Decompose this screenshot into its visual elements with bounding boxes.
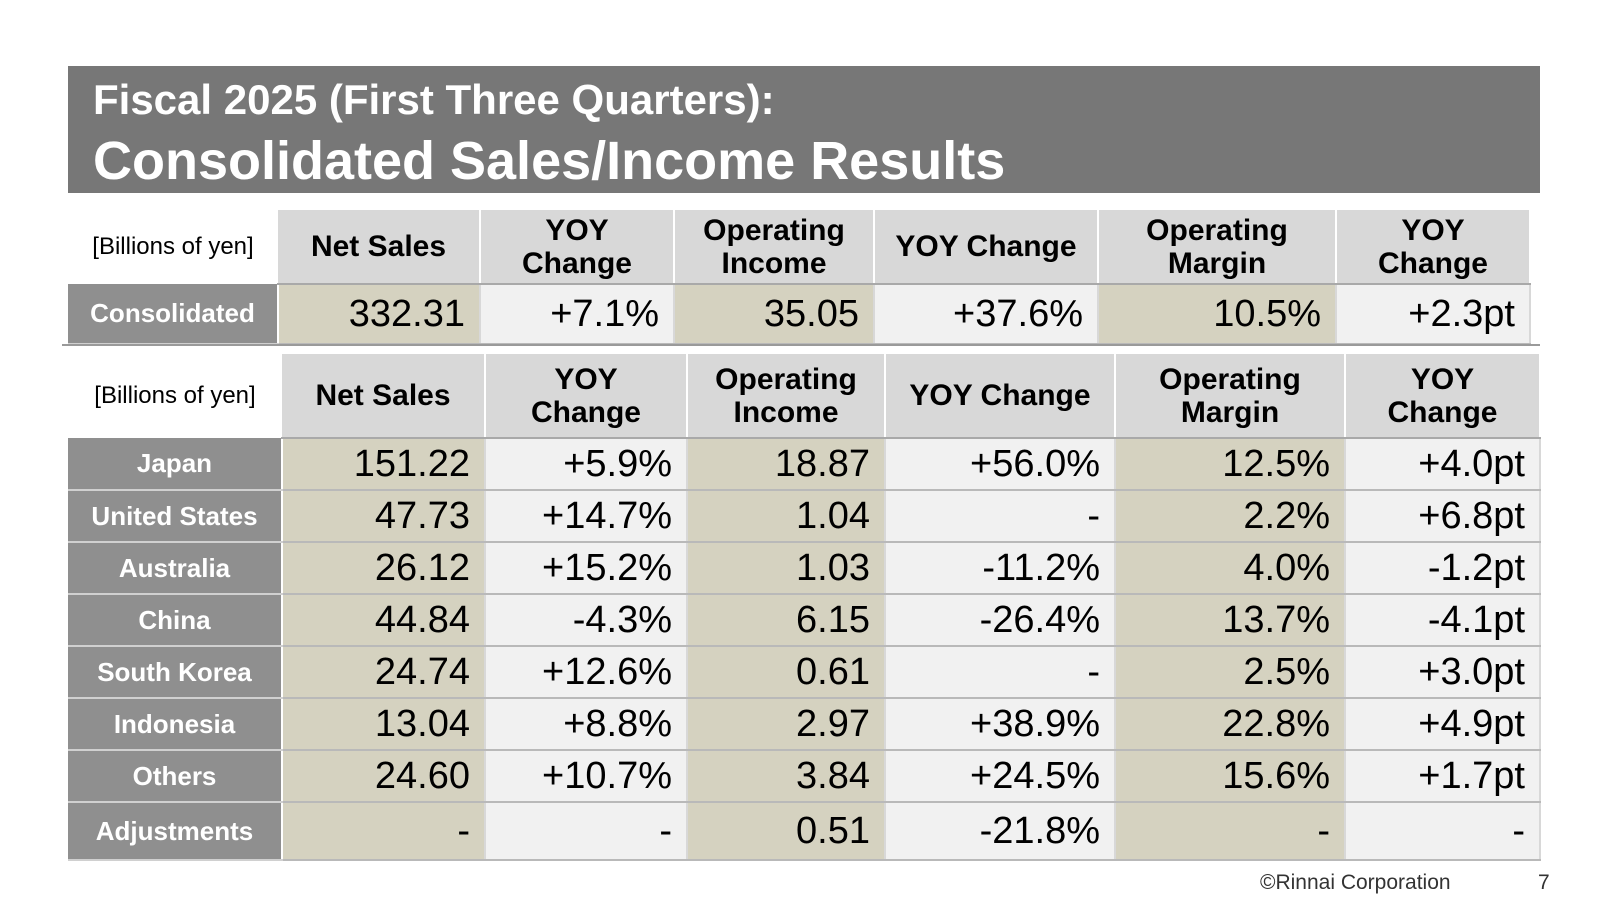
- header-net-sales: Net Sales: [278, 210, 481, 285]
- value-cell: +56.0%: [885, 438, 1116, 491]
- value-cell: 24.74: [282, 646, 486, 699]
- value-cell: 3.84: [687, 750, 886, 803]
- value-cell: 2.97: [687, 698, 886, 751]
- row-label: Consolidated: [68, 284, 279, 345]
- page-title-line2: Consolidated Sales/Income Results: [93, 131, 1006, 191]
- value-cell: +14.7%: [485, 490, 688, 543]
- value-cell: 1.04: [687, 490, 886, 543]
- value-cell: 2.5%: [1115, 646, 1346, 699]
- value-cell: 26.12: [282, 542, 486, 595]
- consolidated-table: [Billions of yen] Net Sales YOY Change O…: [68, 210, 1531, 345]
- value-cell: +8.8%: [485, 698, 688, 751]
- value-cell: 24.60: [282, 750, 486, 803]
- row-label: South Korea: [68, 646, 283, 699]
- value-cell: +15.2%: [485, 542, 688, 595]
- table-row: Consolidated 332.31 +7.1% 35.05 +37.6% 1…: [68, 284, 1531, 345]
- value-cell: +4.0pt: [1345, 438, 1541, 491]
- unit-label: [Billions of yen]: [68, 354, 282, 438]
- value-cell: 0.61: [687, 646, 886, 699]
- value-cell: 12.5%: [1115, 438, 1346, 491]
- value-cell: 151.22: [282, 438, 486, 491]
- divider: [62, 344, 1540, 346]
- value-cell: 13.7%: [1115, 594, 1346, 647]
- value-cell: -11.2%: [885, 542, 1116, 595]
- value-cell: 44.84: [282, 594, 486, 647]
- value-cell: +4.9pt: [1345, 698, 1541, 751]
- value-cell: 13.04: [282, 698, 486, 751]
- page-title-line1: Fiscal 2025 (First Three Quarters):: [93, 76, 775, 123]
- value-cell: -21.8%: [885, 802, 1116, 861]
- region-header-row: [Billions of yen] Net Sales YOY Change O…: [68, 354, 1541, 439]
- value-cell: -: [1345, 802, 1541, 861]
- value-cell: -: [282, 802, 486, 861]
- row-label: Australia: [68, 542, 283, 595]
- value-cell: 35.05: [674, 284, 875, 345]
- value-cell: 6.15: [687, 594, 886, 647]
- value-cell: +1.7pt: [1345, 750, 1541, 803]
- value-cell: -1.2pt: [1345, 542, 1541, 595]
- value-cell: +7.1%: [480, 284, 675, 345]
- table-row: Others 24.60 +10.7% 3.84 +24.5% 15.6% +1.7pt: [68, 750, 1541, 803]
- table-row: China 44.84 -4.3% 6.15 -26.4% 13.7% -4.1pt: [68, 594, 1541, 647]
- row-label: Indonesia: [68, 698, 283, 751]
- value-cell: -4.3%: [485, 594, 688, 647]
- header-yoy-change-margin: YOY Change: [1336, 210, 1531, 285]
- header-operating-income: Operating Income: [687, 354, 886, 439]
- value-cell: -: [1115, 802, 1346, 861]
- row-label: China: [68, 594, 283, 647]
- value-cell: -: [885, 646, 1116, 699]
- header-yoy-change-income: YOY Change: [874, 210, 1099, 285]
- row-label: Others: [68, 750, 283, 803]
- value-cell: 15.6%: [1115, 750, 1346, 803]
- value-cell: -4.1pt: [1345, 594, 1541, 647]
- value-cell: -: [485, 802, 688, 861]
- value-cell: +24.5%: [885, 750, 1116, 803]
- consolidated-header-row: [Billions of yen] Net Sales YOY Change O…: [68, 210, 1531, 285]
- value-cell: +6.8pt: [1345, 490, 1541, 543]
- copyright-text: ©Rinnai Corporation: [1260, 871, 1451, 894]
- table-row: Indonesia 13.04 +8.8% 2.97 +38.9% 22.8% +4.9pt: [68, 698, 1541, 751]
- value-cell: +10.7%: [485, 750, 688, 803]
- table-row: Australia 26.12 +15.2% 1.03 -11.2% 4.0% -1.2pt: [68, 542, 1541, 595]
- table-row: United States 47.73 +14.7% 1.04-2.2% +6.8pt: [68, 490, 1541, 543]
- row-label: United States: [68, 490, 283, 543]
- value-cell: +5.9%: [485, 438, 688, 491]
- value-cell: +2.3pt: [1336, 284, 1531, 345]
- value-cell: -26.4%: [885, 594, 1116, 647]
- value-cell: +38.9%: [885, 698, 1116, 751]
- row-label: Adjustments: [68, 802, 283, 861]
- header-yoy-change-income: YOY Change: [885, 354, 1116, 439]
- value-cell: 2.2%: [1115, 490, 1346, 543]
- header-yoy-change-sales: YOY Change: [485, 354, 688, 439]
- region-table: [Billions of yen] Net Sales YOY Change O…: [68, 354, 1541, 861]
- value-cell: 1.03: [687, 542, 886, 595]
- value-cell: +12.6%: [485, 646, 688, 699]
- header-yoy-change-margin: YOY Change: [1345, 354, 1541, 439]
- header-net-sales: Net Sales: [282, 354, 486, 439]
- header-operating-margin: Operating Margin: [1098, 210, 1337, 285]
- header-operating-margin: Operating Margin: [1115, 354, 1346, 439]
- value-cell: 10.5%: [1098, 284, 1337, 345]
- unit-label: [Billions of yen]: [68, 210, 278, 284]
- value-cell: 18.87: [687, 438, 886, 491]
- row-label: Japan: [68, 438, 283, 491]
- header-yoy-change-sales: YOY Change: [480, 210, 675, 285]
- value-cell: 22.8%: [1115, 698, 1346, 751]
- value-cell: 47.73: [282, 490, 486, 543]
- value-cell: +37.6%: [874, 284, 1099, 345]
- value-cell: 0.51: [687, 802, 886, 861]
- table-row: Japan 151.22 +5.9% 18.87 +56.0% 12.5% +4.0pt: [68, 438, 1541, 491]
- value-cell: 332.31: [278, 284, 481, 345]
- table-row: South Korea 24.74 +12.6% 0.61-2.5% +3.0pt: [68, 646, 1541, 699]
- table-row: Adjustments - -0.51 -21.8% - -: [68, 802, 1541, 861]
- value-cell: -: [885, 490, 1116, 543]
- title-band: Fiscal 2025 (First Three Quarters): Cons…: [68, 66, 1540, 193]
- value-cell: 4.0%: [1115, 542, 1346, 595]
- value-cell: +3.0pt: [1345, 646, 1541, 699]
- page-number: 7: [1538, 871, 1550, 894]
- header-operating-income: Operating Income: [674, 210, 875, 285]
